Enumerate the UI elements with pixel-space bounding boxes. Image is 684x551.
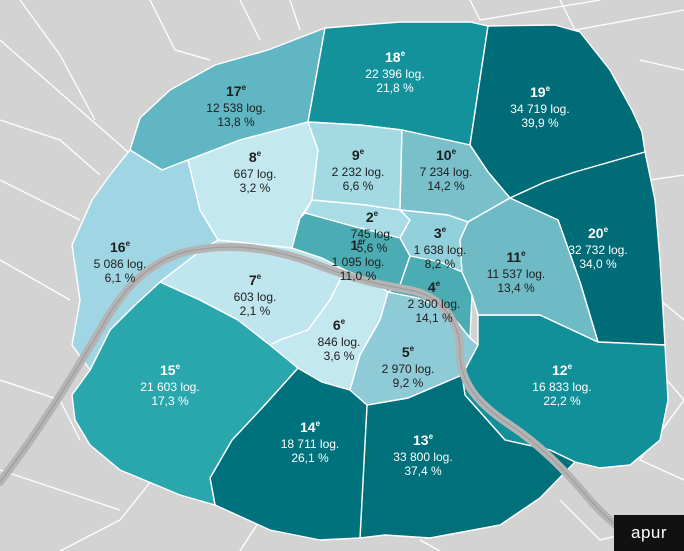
percentage-value: 5,6 % <box>357 241 388 255</box>
arrondissement-number: 9e <box>352 147 365 163</box>
label-arrondissement-2: 2e 745 log.5,6 % <box>351 209 394 255</box>
logements-value: 1 095 log. <box>332 255 385 269</box>
arrondissement-8 <box>187 121 319 249</box>
percentage-value: 6,1 % <box>105 271 136 285</box>
percentage-value: 11,0 % <box>340 269 377 283</box>
logements-value: 21 603 log. <box>140 380 199 394</box>
arrondissement-number: 17e <box>226 83 247 99</box>
percentage-value: 21,8 % <box>376 81 414 95</box>
logements-value: 11 537 log. <box>487 267 546 281</box>
percentage-value: 13,8 % <box>217 115 255 129</box>
percentage-value: 14,1 % <box>415 311 453 325</box>
percentage-value: 13,4 % <box>497 281 535 295</box>
percentage-value: 26,1 % <box>291 451 329 465</box>
label-arrondissement-3: 3e 1 638 log.8,2 % <box>414 225 467 271</box>
label-arrondissement-18: 18e 22 396 log.21,8 % <box>365 49 424 95</box>
percentage-value: 3,6 % <box>324 349 355 363</box>
label-arrondissement-17: 17e 12 538 log.13,8 % <box>206 83 265 129</box>
label-arrondissement-19: 19e 34 719 log.39,9 % <box>510 84 569 130</box>
arrondissement-number: 13e <box>413 432 434 448</box>
percentage-value: 37,4 % <box>404 464 442 478</box>
arrondissements <box>71 21 669 541</box>
label-arrondissement-20: 20e 32 732 log.34,0 % <box>568 225 627 271</box>
percentage-value: 39,9 % <box>521 116 559 130</box>
logements-value: 12 538 log. <box>206 101 265 115</box>
logements-value: 5 086 log. <box>94 257 147 271</box>
logements-value: 603 log. <box>234 290 277 304</box>
arrondissement-number: 7e <box>249 272 262 288</box>
arrondissement-number: 6e <box>333 317 346 333</box>
label-arrondissement-4: 4e 2 300 log.14,1 % <box>408 279 461 325</box>
arrondissement-number: 19e <box>530 84 551 100</box>
arrondissement-11 <box>459 197 599 343</box>
apur-logo: apur <box>614 515 684 551</box>
arrondissement-labels: 1er 1 095 log.11,0 % 2e 745 log.5,6 % 3e 1 63… <box>94 49 628 478</box>
seine-inner-line <box>0 246 651 551</box>
label-arrondissement-11: 11e 11 537 log.13,4 % <box>487 249 546 295</box>
arrondissement-number: 12e <box>552 362 573 378</box>
percentage-value: 8,2 % <box>425 257 456 271</box>
logements-value: 32 732 log. <box>568 243 627 257</box>
logements-value: 34 719 log. <box>510 102 569 116</box>
label-arrondissement-14: 14e 18 711 log.26,1 % <box>281 419 340 465</box>
percentage-value: 14,2 % <box>427 179 465 193</box>
label-arrondissement-12: 12e 16 833 log.22,2 % <box>532 362 591 408</box>
percentage-value: 2,1 % <box>240 304 271 318</box>
logements-value: 2 300 log. <box>408 297 461 311</box>
percentage-value: 3,2 % <box>240 181 271 195</box>
label-arrondissement-5: 5e 2 970 log.9,2 % <box>382 344 435 390</box>
arrondissement-number: 1er <box>350 237 365 253</box>
logements-value: 1 638 log. <box>414 243 467 257</box>
arrondissement-number: 14e <box>300 419 321 435</box>
label-arrondissement-15: 15e 21 603 log.17,3 % <box>140 362 199 408</box>
logements-value: 18 711 log. <box>281 437 340 451</box>
arrondissement-number: 15e <box>160 362 181 378</box>
arrondissement-number: 10e <box>436 147 457 163</box>
label-arrondissement-1: 1er 1 095 log.11,0 % <box>332 237 385 283</box>
label-arrondissement-6: 6e 846 log.3,6 % <box>318 317 361 363</box>
label-arrondissement-13: 13e 33 800 log.37,4 % <box>393 432 452 478</box>
arrondissement-number: 2e <box>366 209 379 225</box>
percentage-value: 9,2 % <box>393 376 424 390</box>
label-arrondissement-16: 16e 5 086 log.6,1 % <box>94 239 147 285</box>
percentage-value: 22,2 % <box>543 394 581 408</box>
arrondissement-number: 20e <box>588 225 609 241</box>
logements-value: 7 234 log. <box>420 165 473 179</box>
percentage-value: 17,3 % <box>151 394 189 408</box>
logements-value: 2 232 log. <box>332 165 385 179</box>
label-arrondissement-10: 10e 7 234 log.14,2 % <box>420 147 473 193</box>
logements-value: 846 log. <box>318 335 361 349</box>
label-arrondissement-7: 7e 603 log.2,1 % <box>234 272 277 318</box>
arrondissement-number: 5e <box>402 344 415 360</box>
label-arrondissement-8: 8e 667 log.3,2 % <box>234 149 277 195</box>
percentage-value: 34,0 % <box>579 257 617 271</box>
percentage-value: 6,6 % <box>343 179 374 193</box>
arrondissement-number: 16e <box>110 239 131 255</box>
logements-value: 22 396 log. <box>365 67 424 81</box>
arrondissement-number: 8e <box>249 149 262 165</box>
logements-value: 667 log. <box>234 167 277 181</box>
logements-value: 33 800 log. <box>393 450 452 464</box>
arrondissement-number: 4e <box>428 279 441 295</box>
logements-value: 2 970 log. <box>382 362 435 376</box>
arrondissement-number: 18e <box>385 49 406 65</box>
arrondissement-number: 11e <box>506 249 526 265</box>
arrondissement-number: 3e <box>434 225 447 241</box>
label-arrondissement-9: 9e 2 232 log.6,6 % <box>332 147 385 193</box>
logements-value: 745 log. <box>351 227 394 241</box>
logements-value: 16 833 log. <box>532 380 591 394</box>
